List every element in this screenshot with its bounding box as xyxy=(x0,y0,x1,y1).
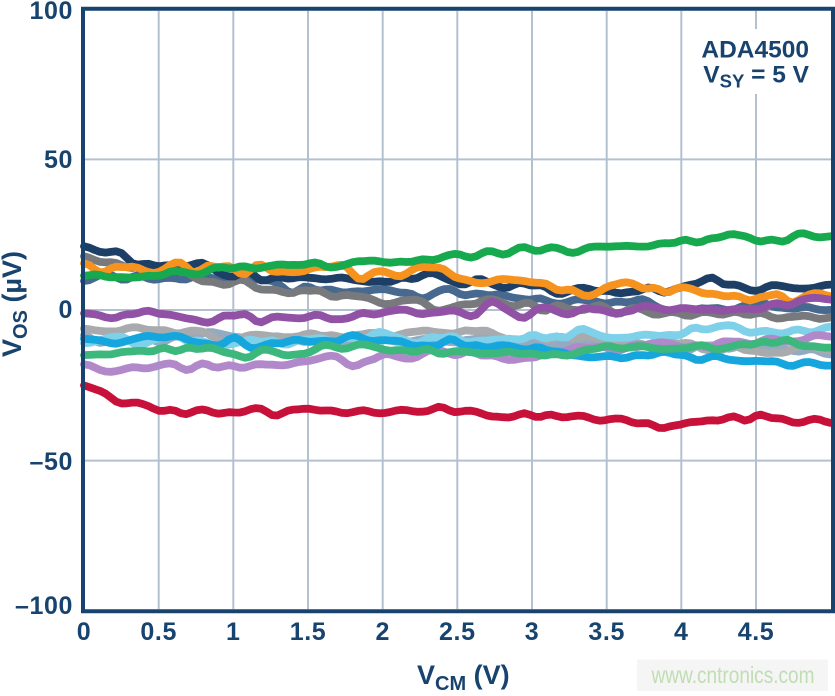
svg-text:2.5: 2.5 xyxy=(439,618,476,646)
svg-text:1: 1 xyxy=(226,618,241,646)
svg-text:–50: –50 xyxy=(29,448,73,476)
svg-text:100: 100 xyxy=(29,0,73,25)
svg-text:3.5: 3.5 xyxy=(588,618,625,646)
svg-text:3: 3 xyxy=(525,618,540,646)
svg-text:4.5: 4.5 xyxy=(738,618,775,646)
svg-text:0: 0 xyxy=(77,618,92,646)
svg-text:VCM (V): VCM (V) xyxy=(417,660,510,691)
svg-text:–100: –100 xyxy=(15,592,73,620)
svg-text:ADA4500: ADA4500 xyxy=(701,37,809,64)
svg-text:2: 2 xyxy=(375,618,390,646)
svg-text:50: 50 xyxy=(44,146,73,174)
svg-text:4: 4 xyxy=(674,618,689,646)
svg-text:VSY = 5 V: VSY = 5 V xyxy=(703,62,809,92)
svg-text:VOS (µV): VOS (µV) xyxy=(0,251,32,357)
svg-text:1.5: 1.5 xyxy=(290,618,327,646)
svg-text:0: 0 xyxy=(58,296,73,324)
svg-text:www.cntronics.com: www.cntronics.com xyxy=(651,662,815,688)
svg-text:0.5: 0.5 xyxy=(140,618,177,646)
